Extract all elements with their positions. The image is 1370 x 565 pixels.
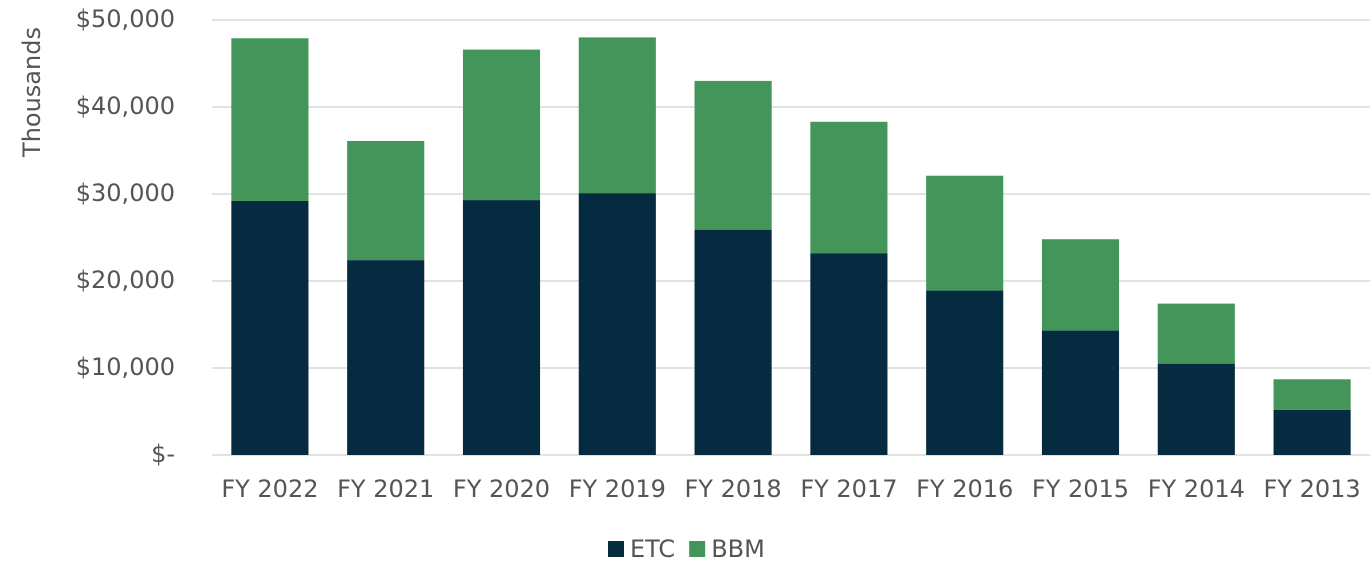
x-tick-label: FY 2019 [569,475,666,503]
bar-segment [1157,303,1235,364]
bar-segment [578,193,656,455]
y-tick-label: $- [151,440,175,468]
bar-segment [810,253,888,455]
y-tick-label: $10,000 [76,353,175,381]
legend-label: ETC [630,535,675,563]
y-tick-label: $30,000 [76,179,175,207]
x-tick-label: FY 2021 [337,475,434,503]
x-tick-label: FY 2017 [800,475,897,503]
y-axis-label: Thousands [18,27,46,158]
x-tick-label: FY 2016 [916,475,1013,503]
bar-segment [926,175,1004,291]
x-tick-label: FY 2013 [1264,475,1361,503]
legend-label: BBM [711,535,765,563]
legend-swatch [689,541,706,557]
bar-segment [347,140,425,261]
bar-segment [1041,239,1120,331]
bar-segment [1157,363,1235,455]
x-tick-label: FY 2014 [1148,475,1245,503]
x-tick-label: FY 2020 [453,475,550,503]
bar-segment [347,260,425,455]
y-tick-label: $20,000 [76,266,175,294]
legend-swatch [608,541,624,557]
bar-segment [1273,379,1351,410]
y-tick-label: $50,000 [76,5,175,33]
bar-segment [462,200,541,455]
bar-segment [926,290,1004,455]
y-tick-label: $40,000 [76,92,175,120]
bar-segment [1273,409,1351,455]
bar-segment [578,37,656,194]
x-tick-label: FY 2022 [221,475,318,503]
bar-segment [694,80,772,230]
x-tick-label: FY 2018 [685,475,782,503]
bar-segment [1041,330,1120,455]
bar-segment [810,121,888,254]
x-tick-label: FY 2015 [1032,475,1129,503]
bar-segment [231,38,309,201]
bar-segment [462,49,541,201]
bar-segment [231,200,309,455]
bar-segment [694,229,772,455]
